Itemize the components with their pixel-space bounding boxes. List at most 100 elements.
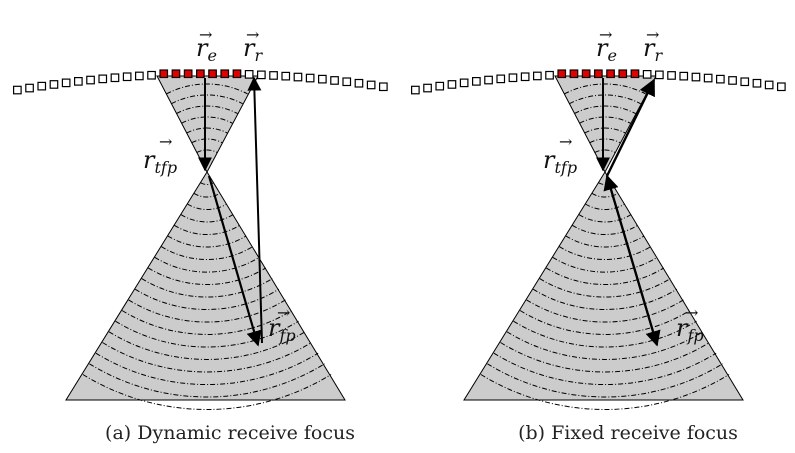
wavefront-arc [578,214,632,223]
wavefront-arc [569,94,641,105]
active-transducer-element [183,69,193,79]
active-transducer-element [208,69,217,79]
active-transducer-element [618,69,628,79]
transducer-element [342,77,352,87]
transducer-element [703,73,713,83]
transducer-element [447,80,457,89]
transducer-element [257,70,266,80]
wavefront-arc [579,116,631,124]
wavefront-arc [191,138,223,144]
transducer-element [269,71,278,80]
wavefront-arc [95,352,319,386]
transducer-element [752,78,762,88]
transducer-element [423,83,432,93]
wavefront-arc [128,299,286,323]
transducer-element [508,73,518,83]
transducer-element [293,72,303,82]
wavefront-arc [585,203,625,210]
receive-arrow-down [603,174,659,346]
active-transducer-element [196,69,205,79]
transducer-element [764,80,774,90]
transducer-element [379,82,388,92]
wavefront-arc [545,267,665,285]
transducer-element [98,74,108,84]
transducer-element [73,76,83,86]
wavefront-arc [147,267,267,285]
wavefront-arc [493,352,717,386]
transducer-element [366,80,376,90]
transducer-element [330,76,339,85]
wavefront-arc [539,278,671,298]
transducer-element [147,70,156,80]
transducer-element [642,69,652,79]
label-r-r-arrow: → [646,25,659,44]
wavefront-arc [526,299,684,323]
transducer-element [305,73,315,83]
active-transducer-element [159,69,169,79]
wavefront-arc [181,116,233,124]
receive-arrow-up [605,78,656,177]
active-transducer-element [606,69,615,79]
transducer-element [484,75,493,85]
wavefront-arc [115,320,299,348]
wavefront-arc [161,246,253,260]
wavefront-arc [200,182,214,185]
label-r-e-arrow: → [599,25,612,44]
transducer-element [776,82,786,92]
wavefront-arc [500,342,710,373]
transducer-element [281,71,291,81]
wavefront-arc [121,310,293,335]
transducer-element [532,71,542,81]
active-transducer-element [557,69,567,79]
wavefront-arc [108,331,306,360]
label-r-tfp-arrow: → [559,132,572,151]
transducer-element [110,73,120,83]
wavefront-arc [186,127,228,134]
transducer-element [354,78,364,88]
wavefront-arc [480,374,730,410]
transducer-element [667,71,676,80]
wavefront-arc [572,224,638,235]
transducer-element [435,81,445,91]
active-transducer-element [232,69,242,79]
transducer-array [13,69,388,95]
transducer-element [13,85,22,95]
active-transducer-element [220,69,230,79]
transducer-element [496,74,506,84]
transducer-element [679,71,689,81]
wavefront-arc [180,214,234,223]
transducer-element [691,72,701,82]
transducer-array [411,69,786,95]
lower-cone [463,171,744,401]
wavefront-arc [174,224,240,235]
active-transducer-element [630,69,640,79]
transducer-element [654,70,664,80]
wavefront-arc [594,149,616,153]
label-r-fp-arrow: → [277,303,290,322]
panel-dynamic-receive-focus: re→ rr→rtfp→rfp→ [13,25,388,410]
wavefront-arc [134,288,280,310]
wavefront-arc [564,83,646,95]
wavefront-arc [591,192,619,198]
wavefront-arc [82,374,332,410]
wavefront-arc [196,149,218,153]
transducer-element [545,70,554,80]
upper-cone [156,75,259,174]
wavefront-arc [559,246,651,260]
transducer-element [411,85,420,95]
label-r-tfp-arrow: → [159,132,172,151]
transducer-element [49,80,59,89]
transducer-element [122,72,132,82]
wavefront-arc [487,363,723,398]
caption-panel-b: (b) Fixed receive focus [518,422,738,444]
transducer-element [244,69,254,79]
transducer-element [472,76,481,86]
wavefront-arc [574,105,636,114]
transducer-element [459,78,469,88]
label-r-fp-arrow: → [685,303,698,322]
wavefront-arc [176,105,238,114]
transducer-element [135,71,144,81]
wavefront-arc [552,256,658,273]
lower-cone [65,171,346,401]
